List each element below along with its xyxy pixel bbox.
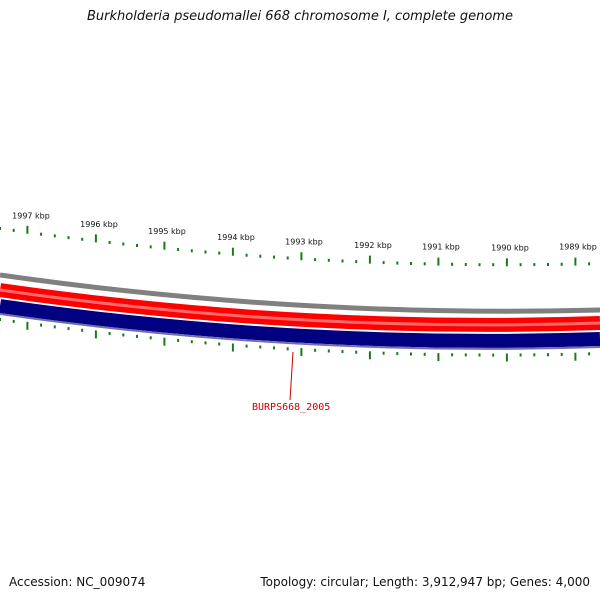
- scale-label: 1993 kbp: [285, 238, 323, 247]
- scale-label: 1996 kbp: [80, 220, 118, 229]
- scale-label: 1990 kbp: [491, 243, 529, 252]
- scale-label: 1997 kbp: [12, 211, 50, 220]
- forward-strand-highlight: [0, 288, 600, 327]
- scale-label: 1994 kbp: [217, 233, 255, 242]
- scale-label: 1992 kbp: [354, 241, 392, 250]
- accession-text: Accession: NC_009074: [9, 575, 146, 589]
- lower-scale-ticks: [0, 318, 591, 362]
- upper-scale-ticks: [0, 225, 591, 267]
- reverse-strand-track: [0, 299, 600, 348]
- genome-summary-text: Topology: circular; Length: 3,912,947 bp…: [260, 575, 590, 589]
- scale-label: 1989 kbp: [559, 243, 597, 252]
- scale-label: 1995 kbp: [148, 227, 186, 236]
- reverse-strand-edge: [0, 313, 600, 350]
- scale-label: 1991 kbp: [422, 243, 460, 252]
- outer-gray-track: [0, 272, 600, 314]
- scale-labels: 1997 kbp 1996 kbp 1995 kbp 1994 kbp 1993 kbp…: [12, 211, 597, 252]
- map-title: Burkholderia pseudomallei 668 chromosome…: [86, 9, 514, 24]
- gene-callout-line: [289, 351, 294, 401]
- gene-label-burps668-2005[interactable]: BURPS668_2005: [252, 402, 330, 413]
